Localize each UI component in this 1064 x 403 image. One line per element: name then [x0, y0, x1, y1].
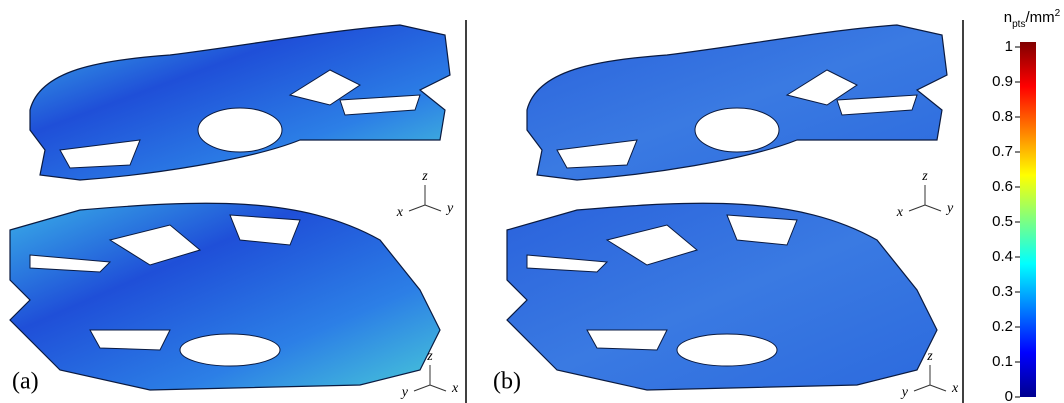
- axis-label: z: [921, 169, 928, 184]
- colorbar-tick-label: 0.1: [992, 353, 1013, 370]
- colorbar-tick-label: 0.7: [992, 143, 1013, 160]
- axis-line: [409, 205, 425, 211]
- axis-line: [425, 205, 441, 211]
- colorbar: [1020, 42, 1036, 397]
- label-unit: /mm: [1025, 9, 1054, 26]
- colorbar-tick-label: 1: [1005, 38, 1013, 55]
- label-sup: 2: [1055, 8, 1061, 19]
- axis-label: y: [400, 385, 409, 400]
- axis-label: x: [451, 381, 459, 396]
- colorbar-tick-label: 0.2: [992, 318, 1013, 335]
- axis-label: z: [926, 349, 933, 364]
- mesh-a: [10, 25, 450, 390]
- colorbar-tick-label: 0.8: [992, 108, 1013, 125]
- axis-line: [925, 205, 941, 211]
- label-base: n: [1004, 9, 1012, 26]
- label-sub: pts: [1012, 19, 1025, 30]
- axis-line: [414, 385, 430, 391]
- colorbar-tick-label: 0.9: [992, 73, 1013, 90]
- axis-label: z: [426, 349, 433, 364]
- colorbar-tick-label: 0: [1005, 388, 1013, 403]
- axis-label: y: [445, 201, 454, 216]
- axis-line: [430, 385, 446, 391]
- panel-label: (b): [493, 369, 521, 395]
- axis-line: [914, 385, 930, 391]
- axis-label: x: [951, 381, 959, 396]
- axis-label: y: [900, 385, 909, 400]
- panel-label: (a): [12, 369, 39, 395]
- figure: (a) (b) npts/mm2 0 0.1 0.2 0.3 0.4 0.5 0.6 0.7 0…: [0, 0, 1064, 403]
- colorbar-tick-label: 0.5: [992, 213, 1013, 230]
- mesh-b: [507, 25, 947, 390]
- axis-line: [909, 205, 925, 211]
- colorbar-tick-label: 0.3: [992, 283, 1013, 300]
- axis-label: x: [896, 205, 904, 220]
- axis-line: [930, 385, 946, 391]
- axis-label: y: [945, 201, 954, 216]
- colorbar-tick-label: 0.6: [992, 178, 1013, 195]
- colorbar-tick-label: 0.4: [992, 248, 1013, 265]
- axis-label: x: [396, 205, 404, 220]
- axis-label: z: [421, 169, 428, 184]
- colorbar-label: npts/mm2: [1004, 8, 1061, 30]
